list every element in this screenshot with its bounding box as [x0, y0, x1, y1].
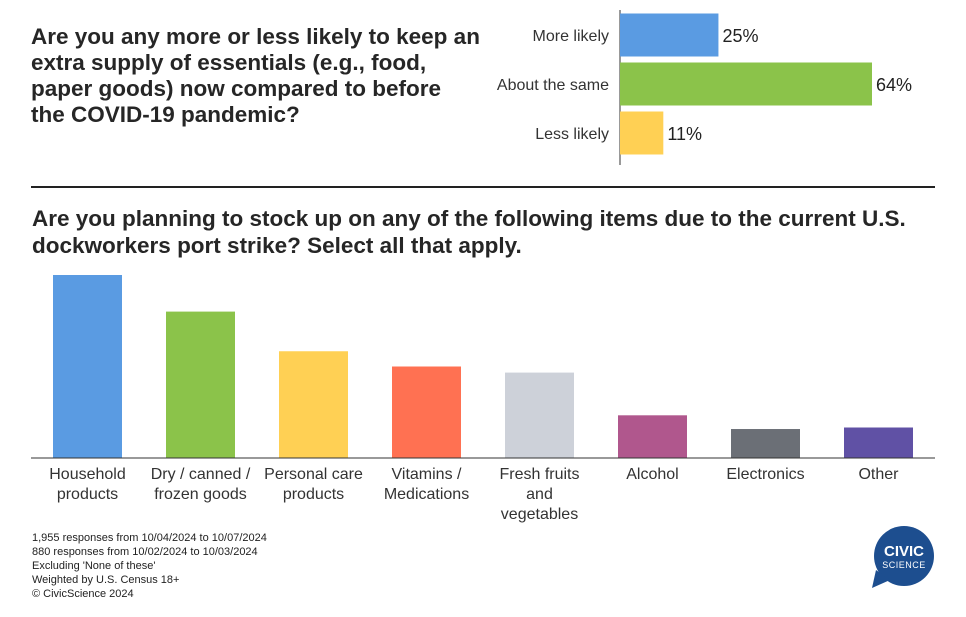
category-label-more-likely: More likely — [533, 28, 609, 45]
category-label-dry-canned-frozen-goods-line-1: Dry / canned / — [151, 466, 251, 483]
likelihood-bar-chart: More likely 25% About the same 64% Less like… — [497, 10, 912, 165]
category-label-electronics-line-1: Electronics — [726, 466, 804, 483]
question-2-title: Are you planning to stock up on any of t… — [32, 206, 906, 258]
category-label-fresh-fruits-and-vegetables-line-3: vegetables — [501, 506, 578, 523]
category-label-personal-care-products-line-2: products — [283, 486, 344, 503]
bar-vitamins-medications — [392, 366, 461, 458]
category-label-household-products-line-1: Household — [49, 466, 126, 483]
category-label-vitamins-medications-line-1: Vitamins / — [392, 466, 463, 483]
bar-alcohol — [618, 415, 687, 458]
category-label-fresh-fruits-and-vegetables-line-1: Fresh fruits — [499, 466, 579, 483]
category-label-about-the-same: About the same — [497, 77, 609, 94]
bar-electronics — [731, 429, 800, 458]
category-label-personal-care-products-line-1: Personal care — [264, 466, 363, 483]
footnote-weighting: Weighted by U.S. Census 18+ — [32, 574, 180, 586]
footnotes: 1,955 responses from 10/04/2024 to 10/07… — [32, 531, 267, 601]
category-label-fresh-fruits-and-vegetables-line-2: and — [526, 486, 553, 503]
section-divider — [31, 186, 935, 188]
question-1-title: Are you any more or less likely to keep … — [31, 24, 480, 127]
category-label-dry-canned-frozen-goods-line-2: frozen goods — [154, 486, 247, 503]
footnote-copyright: © CivicScience 2024 — [32, 588, 134, 600]
logo-text-civic: CIVIC — [884, 543, 924, 560]
bar-more-likely — [620, 13, 719, 57]
civicscience-logo: CIVIC SCIENCE — [872, 526, 934, 588]
bar-household-products — [53, 275, 122, 458]
speech-bubble-icon — [872, 526, 934, 588]
stock-up-bar-chart: Household products Dry / canned / frozen go… — [31, 275, 935, 523]
category-label-alcohol-line-1: Alcohol — [626, 466, 678, 483]
bar-other — [844, 427, 913, 458]
bar-less-likely — [620, 111, 664, 155]
bar-dry-canned-frozen-goods — [166, 311, 235, 458]
bar-about-the-same — [620, 62, 872, 106]
bar-fresh-fruits-and-vegetables — [505, 372, 574, 458]
footnote-exclusion: Excluding 'None of these' — [32, 560, 156, 572]
bar-personal-care-products — [279, 351, 348, 458]
footnote-responses-1: 1,955 responses from 10/04/2024 to 10/07… — [32, 532, 267, 544]
category-label-vitamins-medications-line-2: Medications — [384, 486, 469, 503]
category-label-less-likely: Less likely — [535, 126, 609, 143]
value-label-more-likely: 25% — [722, 26, 758, 46]
value-label-about-the-same: 64% — [876, 75, 912, 95]
category-label-household-products-line-2: products — [57, 486, 118, 503]
value-label-less-likely: 11% — [667, 124, 702, 144]
logo-text-science: SCIENCE — [882, 560, 926, 570]
category-label-other-line-1: Other — [858, 466, 899, 483]
footnote-responses-2: 880 responses from 10/02/2024 to 10/03/2… — [32, 546, 258, 558]
